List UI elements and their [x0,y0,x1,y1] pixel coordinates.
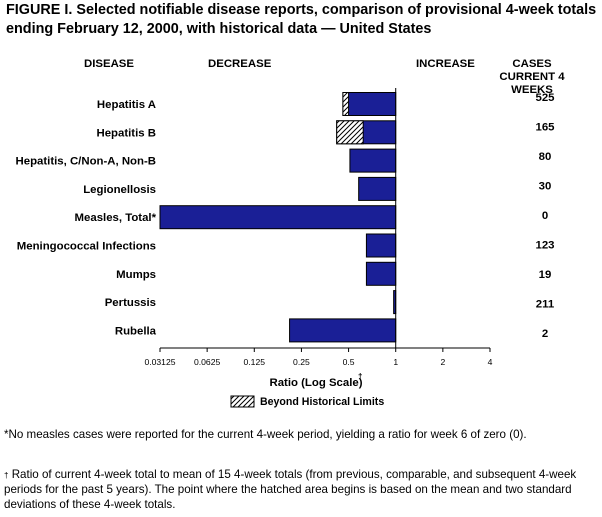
header-increase: INCREASE [416,58,475,70]
x-tick-label: 1 [393,357,398,367]
x-axis-label-mark: † [358,372,362,381]
ratio-bar-chart: Hepatitis A 525 Hepatitis B 165 Hepatitis, C… [16,88,556,408]
footnote-ratio-text: Ratio of current 4-week total to mean of… [4,468,577,511]
cases-count: 165 [535,122,555,134]
footnote-ratio: † Ratio of current 4-week total to mean … [4,467,596,512]
hatched-segment [336,120,364,145]
category-label: Legionellosis [83,184,156,196]
legend-label: Beyond Historical Limits [260,396,384,408]
header-decrease: DECREASE [208,58,272,70]
cases-count: 123 [535,240,554,252]
bar [289,318,397,343]
header-cases-current-4-weeks: CASES CURRENT 4 WEEKS [499,58,565,96]
header-disease: DISEASE [84,58,135,70]
category-label: Pertussis [105,297,156,309]
category-label: Meningococcal Infections [17,241,156,253]
footnote-dagger-mark: † [4,471,9,480]
cases-count: 30 [539,181,552,193]
bars-layer [159,92,397,343]
bar [342,92,397,116]
category-label: Measles, Total* [75,212,157,224]
x-axis-label: Ratio (Log Scale) [269,377,362,389]
x-axis: 0.03125 0.0625 0.125 0.25 0.5 1 2 4 Ratio (Log S… [144,88,493,389]
category-label: Mumps [116,269,156,281]
bar [365,261,397,286]
cases-count: 2 [542,328,548,340]
hatched-segment [342,92,350,116]
bar [365,233,397,258]
footnote-measles: *No measles cases were reported for the … [4,428,527,441]
x-tick-label: 0.0625 [194,357,221,367]
legend: Beyond Historical Limits [230,395,384,408]
x-tick-label: 0.5 [343,357,355,367]
x-tick-label: 4 [488,357,493,367]
legend-swatch-hatch [230,395,255,408]
bar [349,148,397,173]
x-tick-label: 2 [440,357,445,367]
cases-count: 19 [539,269,552,281]
cases-count: 0 [542,210,548,222]
cases-count: 80 [539,151,552,163]
category-label: Rubella [115,325,157,337]
figure-title: FIGURE I. Selected notifiable disease re… [6,2,597,37]
category-label: Hepatitis A [97,99,156,111]
bar [358,176,397,201]
x-tick-label: 0.125 [244,357,266,367]
bar [159,205,397,230]
labels-layer: Hepatitis A 525 Hepatitis B 165 Hepatitis, C… [16,92,556,340]
category-label: Hepatitis B [97,127,157,139]
x-tick-label: 0.25 [293,357,310,367]
category-label: Hepatitis, C/Non-A, Non-B [16,156,156,168]
cases-count: 525 [535,92,555,104]
x-tick-label: 0.03125 [144,357,175,367]
cases-count: 211 [536,299,555,311]
